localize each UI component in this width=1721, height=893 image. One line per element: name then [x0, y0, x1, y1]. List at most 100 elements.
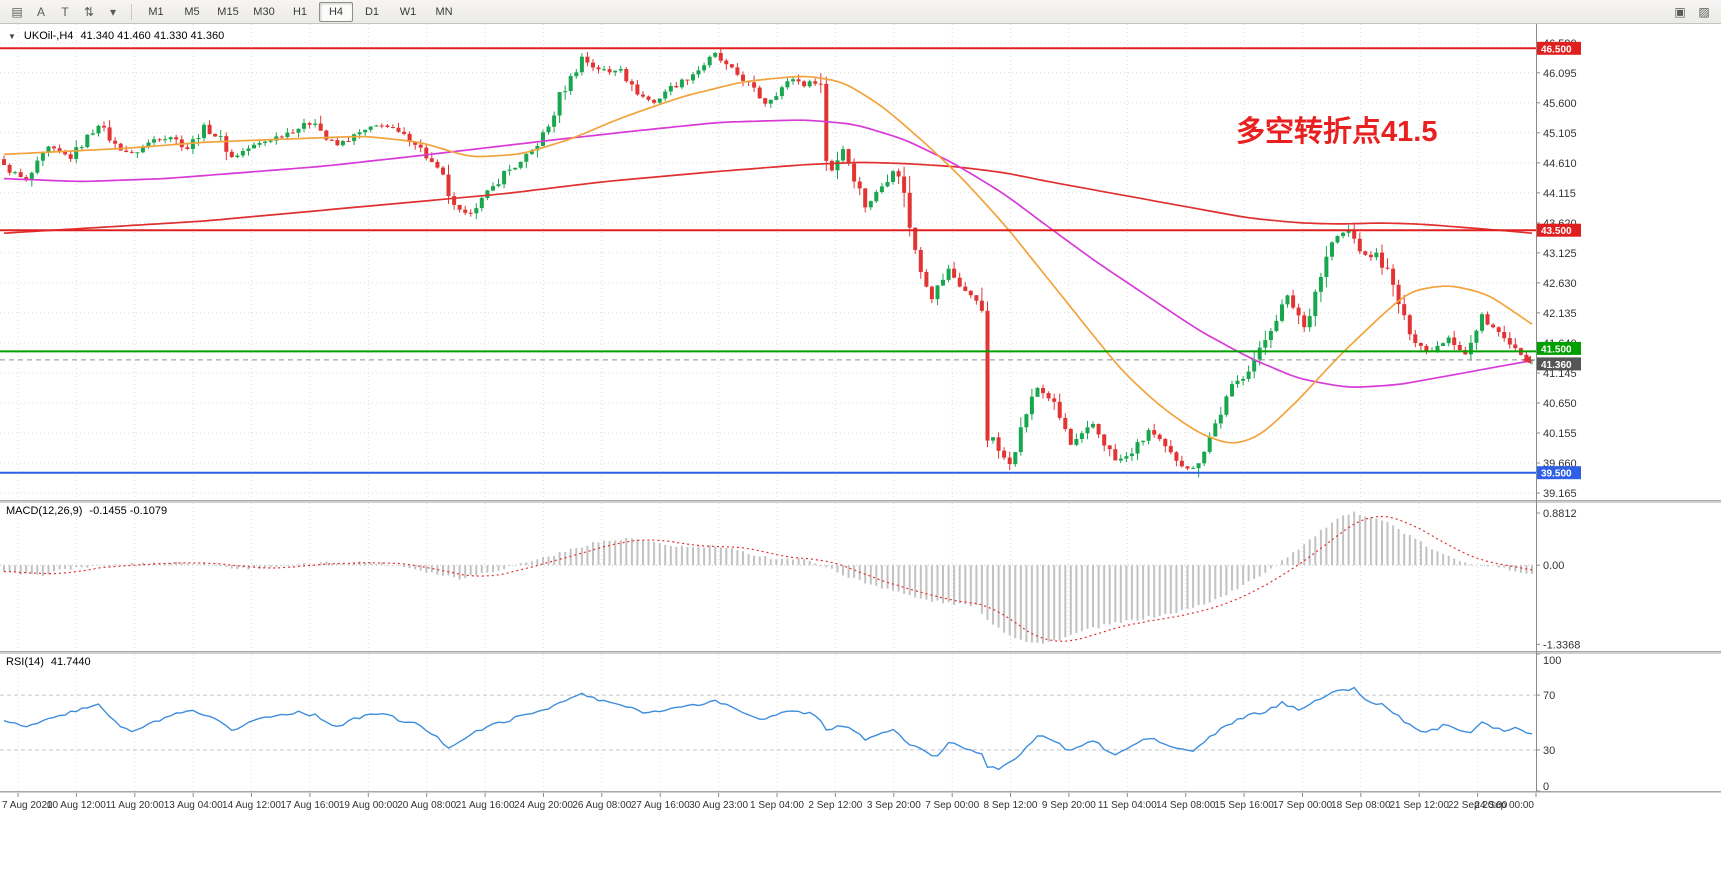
- time-axis-label: 30 Aug 23:00: [689, 800, 748, 811]
- price-tag-label: 43.500: [1541, 226, 1572, 237]
- timeframe-button-mn[interactable]: MN: [435, 5, 453, 18]
- price-axis-label: 40.155: [1543, 428, 1577, 440]
- chart-shift-icon[interactable]: ▨: [1698, 4, 1710, 19]
- chart-canvas[interactable]: 46.59046.09545.60045.10544.61044.11543.6…: [0, 24, 1721, 893]
- timeframe-buttons: M1 M5 M15 M30 H1 H4 D1 W1 MN: [139, 1, 461, 22]
- timeframe-button-w1[interactable]: W1: [399, 5, 417, 18]
- price-tag-46.500: [1537, 41, 1581, 55]
- price-axis-label: 44.115: [1543, 188, 1576, 200]
- price-tag-39.500: [1537, 466, 1581, 480]
- time-axis-label: 7 Aug 2020: [2, 800, 53, 811]
- toolbar-right-icons: ▣ ▨: [1669, 2, 1715, 22]
- time-axis-label: 8 Sep 12:00: [984, 800, 1038, 811]
- macd-indicator-label: MACD(12,26,9) -0.1455 -0.1079: [6, 505, 167, 517]
- price-axis-label: 46.095: [1543, 68, 1577, 80]
- moving-averages-layer: [3, 75, 1533, 444]
- grid-layer: [0, 24, 1536, 791]
- toolbar-separator: [131, 3, 132, 20]
- annotation-text: 多空转折点41.5: [1236, 116, 1438, 148]
- dropdown-caret-icon[interactable]: ▾: [109, 4, 117, 19]
- time-axis-label: 14 Sep 08:00: [1156, 800, 1216, 811]
- ma-fast-orange: [3, 75, 1533, 444]
- chart-grid-icon[interactable]: ▤: [11, 4, 23, 19]
- macd-axis-label: -1.3368: [1543, 639, 1580, 651]
- price-tag-43.500: [1537, 223, 1581, 237]
- time-axis-label: 19 Aug 00:00: [339, 800, 398, 811]
- time-axis-label: 15 Sep 16:00: [1214, 800, 1274, 811]
- time-axis-label: 2 Sep 12:00: [808, 800, 862, 811]
- price-axis-label: 41.145: [1543, 368, 1577, 380]
- time-axis-label: 22 Sep 20:00: [1448, 800, 1508, 811]
- time-axis-label: 11 Sep 04:00: [1098, 800, 1157, 811]
- rsi-axis-label: 0: [1543, 781, 1549, 793]
- price-axis-label: 40.650: [1543, 398, 1577, 410]
- time-axis-label: 14 Aug 12:00: [222, 800, 281, 811]
- current-price-arrow: [1522, 355, 1531, 364]
- cycle-symbols-icon[interactable]: ⇅: [83, 4, 95, 19]
- time-axis-label: 13 Aug 04:00: [164, 800, 223, 811]
- time-axis-label: 1 Sep 04:00: [750, 800, 804, 811]
- time-axis-label: 9 Sep 20:00: [1042, 800, 1096, 811]
- time-axis-label: 3 Sep 20:00: [867, 800, 921, 811]
- price-tag-label: 39.500: [1541, 469, 1572, 480]
- levels-layer: [0, 47, 1536, 474]
- macd-axis-label: 0.00: [1543, 560, 1564, 572]
- price-axis-label: 42.135: [1543, 308, 1577, 320]
- symbol-collapse-icon[interactable]: ▼: [8, 31, 16, 41]
- rsi-axis-label: 70: [1543, 690, 1555, 702]
- timeframe-button-m15[interactable]: M15: [217, 5, 239, 18]
- time-axis-label: 18 Sep 08:00: [1331, 800, 1391, 811]
- text-annotation-icon[interactable]: A: [36, 4, 45, 19]
- price-tag-label: 41.500: [1541, 344, 1572, 355]
- time-axis-label: 24 Sep 00:00: [1475, 800, 1535, 811]
- price-tags: 46.500 43.500 41.500 39.500 41.360: [1537, 41, 1581, 480]
- macd-layer: [0, 511, 1536, 644]
- timeframe-button-h1[interactable]: H1: [292, 5, 308, 18]
- ma-slow-red: [3, 161, 1533, 235]
- timeframe-button-m5[interactable]: M5: [184, 5, 200, 18]
- price-tag-41.500: [1537, 341, 1581, 355]
- time-axis-label: 11 Aug 20:00: [106, 800, 165, 811]
- candles-layer: [2, 48, 1534, 478]
- toolbar-left-icons: ▤ A T ⇅ ▾: [6, 2, 124, 22]
- macd-signal-line: [4, 515, 1533, 642]
- rsi-layer: [0, 686, 1536, 771]
- time-axis-label: 17 Sep 00:00: [1273, 800, 1333, 811]
- chart-window-icon[interactable]: ▣: [1674, 4, 1686, 19]
- timeframe-button-d1[interactable]: D1: [364, 5, 380, 18]
- timeframe-button-m1[interactable]: M1: [148, 5, 164, 18]
- ma-mid-magenta: [3, 119, 1533, 388]
- timeframe-button-m30[interactable]: M30: [253, 5, 275, 18]
- rsi-axis-label: 30: [1543, 745, 1555, 757]
- time-axis-label: 17 Aug 16:00: [280, 800, 339, 811]
- time-axis-label: 20 Aug 08:00: [397, 800, 456, 811]
- template-tool-icon[interactable]: T: [61, 4, 69, 19]
- ohlc-values: 41.340 41.460 41.330 41.360: [80, 30, 225, 42]
- rsi-line: [3, 686, 1533, 771]
- panel-separators: [0, 24, 1721, 793]
- chart-title: ▼ UKOil-,H4 41.340 41.460 41.330 41.360: [8, 30, 224, 42]
- price-tag-41.360: [1537, 357, 1581, 371]
- time-axis-label: 24 Aug 20:00: [514, 800, 573, 811]
- price-axis-label: 42.630: [1543, 278, 1577, 290]
- rsi-value: 41.7440: [50, 656, 91, 668]
- rsi-indicator-label: RSI(14) 41.7440: [6, 656, 91, 668]
- chart-area[interactable]: 46.59046.09545.60045.10544.61044.11543.6…: [0, 24, 1721, 893]
- macd-values: -0.1455 -0.1079: [89, 505, 168, 517]
- rsi-name: RSI(14): [6, 656, 44, 668]
- symbol-label: UKOil-,H4: [23, 30, 74, 42]
- time-axis-label: 21 Sep 12:00: [1389, 800, 1449, 811]
- time-axis-label: 21 Aug 16:00: [456, 800, 515, 811]
- price-tag-label: 46.500: [1541, 44, 1572, 55]
- price-axis-label: 39.165: [1543, 488, 1577, 500]
- price-axis-label: 43.125: [1543, 248, 1577, 260]
- price-axis-label: 45.105: [1543, 128, 1577, 140]
- time-axis-label: 26 Aug 08:00: [572, 800, 631, 811]
- price-tag-label: 41.360: [1541, 360, 1572, 371]
- time-axis-label: 7 Sep 00:00: [925, 800, 979, 811]
- time-axis-label: 27 Aug 16:00: [631, 800, 690, 811]
- timeframe-button-h4[interactable]: H4: [319, 1, 353, 22]
- macd-name: MACD(12,26,9): [6, 505, 83, 517]
